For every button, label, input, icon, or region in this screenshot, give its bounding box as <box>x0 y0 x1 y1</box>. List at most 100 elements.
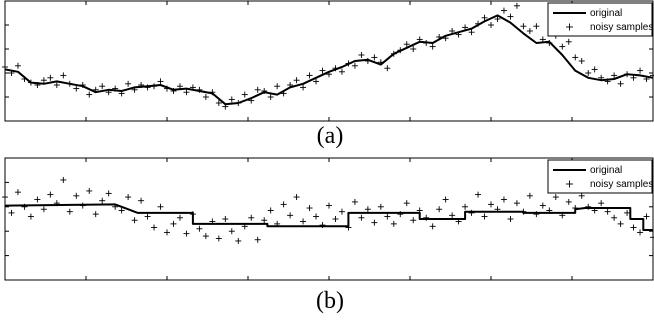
panel-b-sample-point <box>429 223 436 230</box>
panel-b-chart: original noisy samples (b) <box>2 157 654 314</box>
panel-a-sample-point <box>274 83 281 90</box>
panel-b-sample-point <box>176 214 183 221</box>
panel-a-sample-point <box>617 80 624 87</box>
panel-b-original-line <box>4 203 653 231</box>
panel-a-sample-point <box>2 64 8 70</box>
panel-b-sample-point <box>144 213 151 220</box>
panel-a-sample-point <box>533 23 540 30</box>
panel-b-sample-point <box>125 194 132 201</box>
panel-b-sample-point <box>526 192 533 199</box>
panel-a-legend-box <box>547 2 653 37</box>
panel-b-sample-point <box>170 220 177 227</box>
panel-b-sample-point <box>507 216 514 222</box>
panel-b-sample-point <box>617 220 624 227</box>
panel-a-chart: original noisy samples (a) <box>2 0 654 149</box>
panel-b-legend: original noisy samples <box>547 159 653 194</box>
panel-a-sample-point <box>565 38 572 45</box>
panel-a-legend-noisy: noisy samples <box>590 22 653 33</box>
panel-b-legend-noisy: noisy samples <box>590 179 653 190</box>
panel-b-sample-point <box>481 213 488 220</box>
panel-b-sample-point <box>578 192 585 199</box>
panel-a-sample-point <box>500 7 507 14</box>
panel-b-sample-point <box>228 228 235 235</box>
panel-a-sample-point <box>494 16 501 22</box>
panel-b-sample-point <box>40 206 47 213</box>
panel-b-sample-point <box>157 203 164 210</box>
panel-a-sample-point <box>215 100 222 106</box>
panel-a-sample-point <box>611 72 618 79</box>
panel-b-sample-point <box>293 194 300 201</box>
panel-a-legend-plus-sample <box>566 23 573 31</box>
panel-b-sample-point <box>215 235 222 242</box>
panel-a-sample-point <box>228 96 235 103</box>
panel-a-sample-point <box>488 22 494 28</box>
panel-b-sample-point <box>66 208 73 215</box>
panel-b-sample-point <box>326 202 332 209</box>
panel-b-sample-point <box>436 206 443 213</box>
panel-b-sample-point <box>267 207 274 214</box>
panel-a-label: (a) <box>317 123 344 149</box>
panel-b-sample-point <box>202 233 209 240</box>
panel-b-sample-point <box>500 196 507 203</box>
panel-b-sample-point <box>99 197 106 204</box>
panel-b-sample-point <box>358 214 365 221</box>
panel-b-sample-point <box>630 224 637 231</box>
panel-b-sample-point <box>332 216 339 222</box>
panel-a-sample-point <box>585 70 592 76</box>
panel-b-sample-point <box>351 198 358 205</box>
panel-a-sample-point <box>520 23 527 30</box>
panel-b-sample-point <box>488 201 494 208</box>
panel-b-sample-point <box>254 236 261 243</box>
panel-b-sample-point <box>105 190 112 197</box>
panel-b-sample-point <box>183 230 190 237</box>
panel-a-sample-point <box>358 52 365 58</box>
panel-a-sample-point <box>313 78 320 85</box>
panel-a-sample-point <box>254 86 261 93</box>
panel-b-sample-point <box>611 214 618 221</box>
panel-b-legend-original: original <box>590 165 622 176</box>
panel-b-sample-point <box>643 213 650 220</box>
panel-a-sample-point <box>293 77 300 84</box>
panel-b-sample-point <box>403 200 410 207</box>
panel-b-sample-point <box>27 213 34 220</box>
panel-a-sample-point <box>53 82 60 88</box>
panel-b-sample-point <box>92 211 99 218</box>
panel-b-sample-point <box>371 219 378 226</box>
panel-a-legend: original noisy samples <box>547 2 653 37</box>
panel-a-sample-point <box>481 14 488 21</box>
panel-b-sample-point <box>60 176 67 183</box>
panel-b-sample-point <box>151 224 158 231</box>
panel-a-sample-point <box>384 65 391 72</box>
panel-a-sample-point <box>429 43 436 50</box>
panel-b-sample-point <box>261 217 268 224</box>
panel-b-sample-point <box>287 212 294 219</box>
panel-b-sample-point <box>364 206 371 213</box>
panel-b-sample-point <box>442 196 449 203</box>
panel-b-sample-point <box>565 198 572 205</box>
panel-b-sample-point <box>34 196 41 203</box>
panel-a-original-line <box>4 14 654 106</box>
panel-b-sample-point <box>8 209 15 216</box>
panel-b-sample-point <box>86 187 93 194</box>
panel-b-legend-box <box>547 159 653 194</box>
panel-a-sample-point <box>241 91 248 98</box>
panel-a-sample-point <box>73 85 80 92</box>
panel-a-sample-point <box>403 41 410 48</box>
panel-a-sample-point <box>559 43 566 50</box>
panel-b-sample-point <box>390 220 397 227</box>
panel-a-sample-point <box>300 84 307 91</box>
panel-a-x-ticks <box>4 1 654 121</box>
panel-b-sample-point <box>552 194 559 201</box>
panel-b-sample-point <box>410 217 417 224</box>
panel-b-legend-plus-sample <box>566 180 573 188</box>
panel-b-sample-point <box>196 225 203 232</box>
panel-b-sample-point <box>235 237 242 244</box>
panel-b-sample-point <box>47 191 54 198</box>
panel-a-sample-point <box>183 89 190 96</box>
panel-b-sample-point <box>138 197 145 204</box>
panel-a-sample-point <box>202 94 209 100</box>
panel-b-sample-point <box>462 203 469 210</box>
panel-b-sample-point <box>624 209 631 216</box>
panel-a-sample-point <box>351 62 358 69</box>
